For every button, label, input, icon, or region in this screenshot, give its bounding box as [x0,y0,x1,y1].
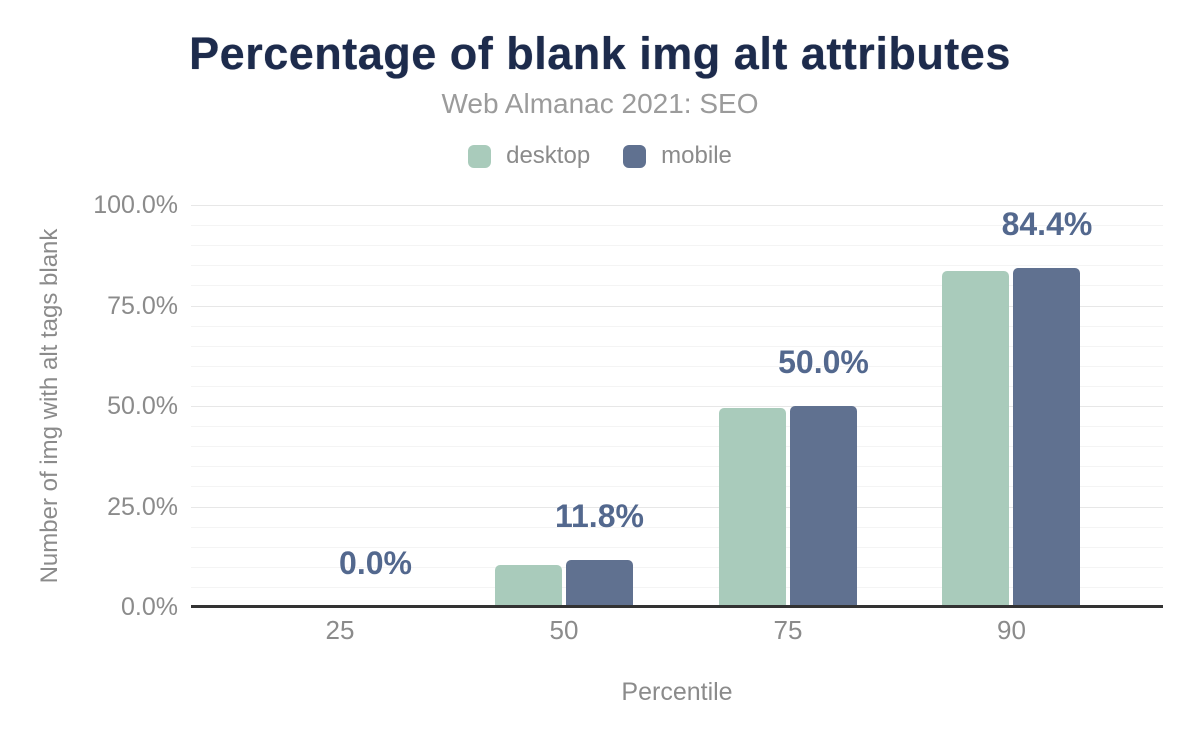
chart-subtitle: Web Almanac 2021: SEO [441,88,759,119]
gridline-minor-55 [191,385,1163,387]
gridline-minor-5 [191,586,1163,588]
gridline-minor-95 [191,225,1163,227]
gridline-major-25 [191,506,1163,508]
x-tick-75: 75 [773,615,803,645]
gridline-minor-85 [191,265,1163,267]
plot-area: 0.0% 11.8% 50.0% 84.4% [191,205,1163,607]
y-tick-75: 75.0% [107,291,178,320]
gridline-minor-10 [191,566,1163,568]
x-tick-25: 25 [325,615,355,645]
gridline-minor-90 [191,245,1163,247]
x-axis-line [191,605,1163,608]
gridline-minor-30 [191,486,1163,488]
x-tick-50: 50 [549,615,579,645]
bar-desktop-p75[interactable] [719,408,786,607]
y-tick-25: 25.0% [107,492,178,521]
gridline-minor-80 [191,285,1163,287]
x-axis-title: Percentile [621,678,733,706]
gridline-minor-65 [191,345,1163,347]
bar-mobile-p75[interactable] [790,406,857,607]
gridline-major-75 [191,305,1163,307]
gridline-major-100 [191,205,1163,206]
data-label-p25: 0.0% [339,545,412,581]
legend: desktop mobile [0,142,1200,170]
data-label-p50: 11.8% [554,497,644,534]
gridline-minor-15 [191,546,1163,548]
y-tick-0: 0.0% [121,593,178,621]
gridline-minor-60 [191,365,1163,367]
y-tick-100: 100.0% [93,191,178,219]
bar-desktop-p90[interactable] [942,271,1010,607]
legend-item-mobile[interactable]: mobile [623,142,732,170]
bar-mobile-p90[interactable] [1013,267,1081,607]
gridline-minor-40 [191,446,1163,448]
legend-label-desktop: desktop [506,142,591,169]
gridline-minor-35 [191,466,1163,468]
y-tick-50: 50.0% [107,392,178,420]
bar-mobile-p50[interactable] [565,559,633,607]
gridline-major-50 [191,406,1163,407]
legend-label-mobile: mobile [661,142,732,169]
legend-swatch-desktop [468,144,492,168]
legend-item-desktop[interactable]: desktop [468,142,590,170]
legend-swatch-mobile [623,144,647,168]
bar-desktop-p50[interactable] [494,564,562,607]
x-tick-90: 90 [996,615,1026,645]
data-label-p90: 84.4% [1001,205,1093,242]
gridline-minor-45 [191,426,1163,428]
gridline-minor-70 [191,325,1163,327]
data-label-p75: 50.0% [778,344,869,380]
gridline-minor-20 [191,526,1163,528]
chart-title: Percentage of blank img alt attributes [189,28,1011,79]
